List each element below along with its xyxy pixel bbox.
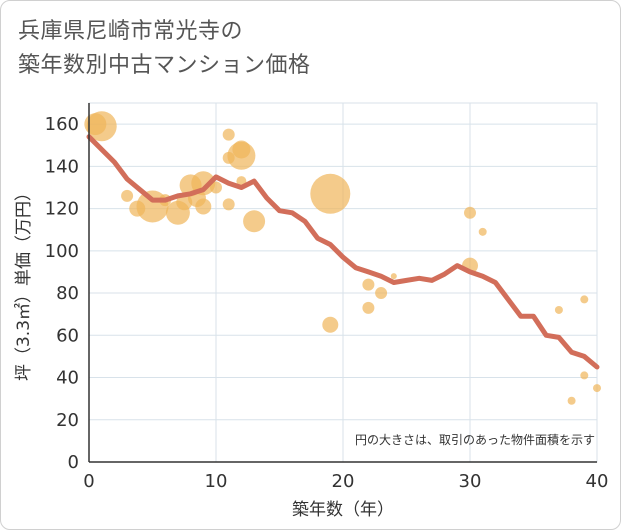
data-bubble bbox=[375, 287, 388, 300]
y-axis-label: 坪（3.3㎡）単価（万円） bbox=[14, 184, 34, 381]
data-bubble bbox=[593, 384, 601, 393]
data-bubble bbox=[362, 301, 375, 314]
y-tick-label: 140 bbox=[45, 156, 79, 177]
size-note: 円の大きさは、取引のあった物件面積を示す bbox=[355, 432, 595, 447]
data-bubble bbox=[310, 173, 351, 214]
chart-title: 兵庫県尼崎市常光寺の 築年数別中古マンション価格 bbox=[18, 15, 311, 83]
x-tick-label: 40 bbox=[586, 471, 609, 492]
data-bubble bbox=[322, 316, 339, 333]
trend-line bbox=[86, 134, 600, 370]
y-tick-label: 60 bbox=[56, 325, 79, 346]
x-tick-label: 10 bbox=[205, 471, 228, 492]
axes bbox=[88, 103, 597, 463]
data-bubble bbox=[554, 305, 563, 314]
chart-title-line2: 築年数別中古マンション価格 bbox=[18, 53, 311, 78]
y-tick-label: 80 bbox=[56, 283, 79, 304]
x-tick-label: 30 bbox=[459, 471, 482, 492]
data-bubble bbox=[222, 198, 235, 211]
y-tick-label: 20 bbox=[56, 410, 79, 431]
y-tick-label: 120 bbox=[45, 199, 79, 220]
data-bubble bbox=[567, 396, 576, 405]
data-bubble bbox=[390, 273, 397, 280]
data-bubble bbox=[464, 206, 476, 219]
data-bubble bbox=[362, 278, 375, 291]
x-tick-label: 20 bbox=[332, 471, 355, 492]
data-bubble bbox=[580, 295, 589, 304]
data-bubble bbox=[580, 371, 589, 380]
data-bubble bbox=[232, 140, 251, 159]
y-tick-label: 0 bbox=[68, 452, 79, 473]
data-bubble bbox=[121, 189, 134, 202]
y-tick-label: 100 bbox=[45, 241, 79, 262]
x-tick-label: 0 bbox=[83, 471, 94, 492]
chart-title-line1: 兵庫県尼崎市常光寺の bbox=[18, 19, 244, 44]
data-bubble bbox=[243, 210, 266, 233]
x-axis-label: 築年数（年） bbox=[292, 500, 394, 520]
data-bubble bbox=[478, 227, 487, 236]
data-bubble bbox=[222, 128, 235, 141]
data-bubble bbox=[210, 181, 222, 194]
y-tick-label: 160 bbox=[45, 114, 79, 135]
y-tick-label: 40 bbox=[56, 368, 79, 389]
data-bubble bbox=[86, 111, 117, 142]
grid-lines bbox=[88, 102, 598, 463]
data-bubble bbox=[195, 198, 212, 215]
tick-labels: 0 20 40 60 80 100 120 140 160 0 10 20 30 40 bbox=[45, 114, 609, 492]
